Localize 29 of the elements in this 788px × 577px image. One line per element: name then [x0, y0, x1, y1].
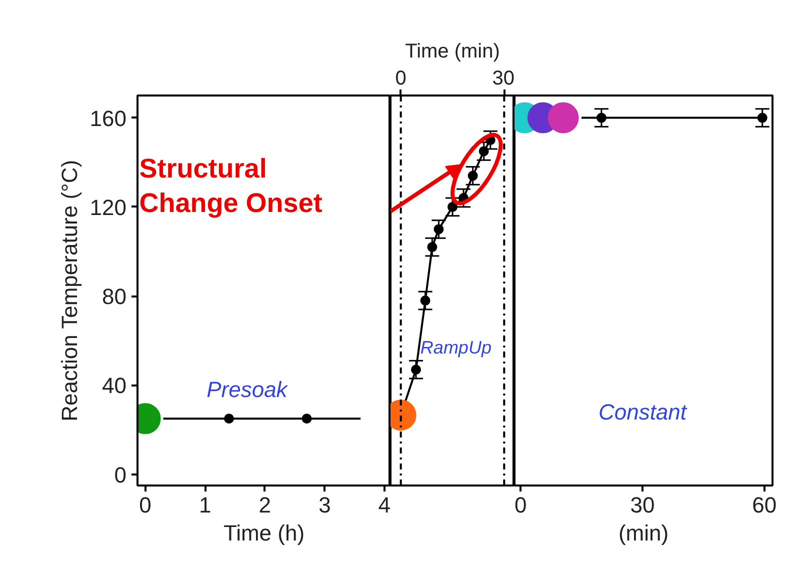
annotation: Structural Change Onset: [139, 153, 322, 218]
x-axis-title: Time (min): [405, 40, 500, 62]
x-tick-label: 2: [258, 492, 272, 518]
x-tick-label: 0: [139, 492, 152, 518]
y-tick-label: 80: [102, 284, 127, 310]
annotation: Presoak: [206, 377, 288, 402]
x-tick-label: 30: [492, 68, 515, 90]
y-tick-label: 0: [114, 462, 127, 488]
x-tick-label: 60: [752, 492, 777, 518]
point: [478, 146, 489, 156]
x-axis-title: (min): [618, 520, 669, 546]
point: [468, 170, 478, 181]
annotation: RampUp: [420, 337, 492, 358]
x-tick-label: 4: [378, 492, 391, 518]
x-tick-label: 1: [198, 492, 212, 518]
y-tick-label: 40: [102, 373, 127, 398]
y-tick-label: 120: [90, 194, 127, 220]
x-tick-label: 0: [514, 492, 527, 518]
x-tick-label: 3: [318, 492, 331, 518]
point: [427, 242, 438, 252]
y-axis-title: Reaction Temperature (°C): [56, 160, 82, 422]
point: [448, 202, 458, 212]
point: [420, 296, 430, 306]
annotation: Constant: [598, 399, 688, 424]
point: [434, 224, 444, 234]
x-tick-label: 30: [630, 492, 655, 518]
x-axis-title: Time (h): [223, 520, 305, 546]
point: [410, 364, 421, 375]
y-tick-label: 160: [90, 106, 127, 131]
